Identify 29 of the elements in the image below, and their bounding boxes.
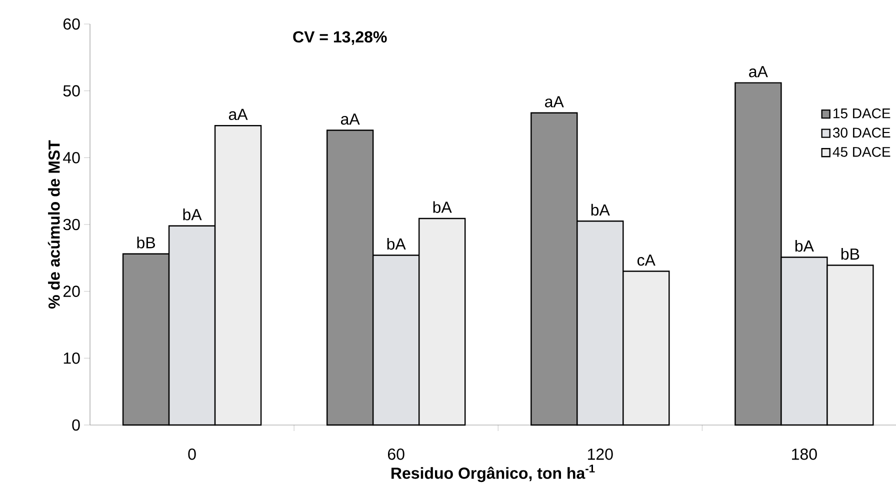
data-label: bA: [591, 204, 610, 216]
data-label: aA: [340, 114, 360, 125]
x-tick-label: 180: [792, 448, 817, 460]
x-tick-label: 0: [188, 448, 196, 460]
data-label: bA: [183, 208, 202, 220]
y-tick-label: 30: [63, 218, 80, 230]
data-label: cA: [637, 254, 656, 266]
data-label: bB: [137, 236, 155, 248]
data-label: bA: [795, 240, 814, 252]
legend-label: 15 DACE: [834, 108, 890, 118]
y-tick-label: 10: [64, 352, 80, 364]
annotation: CV = 13,28%: [293, 31, 387, 45]
data-label: aA: [749, 66, 768, 78]
data-label: bB: [841, 248, 860, 260]
data-label: bA: [387, 238, 406, 250]
legend-label: 45 DACE: [832, 146, 890, 157]
y-tick-label: 60: [63, 18, 80, 30]
x-tick-label: 60: [388, 448, 404, 460]
x-axis-title: Residuo Orgânico, ton ha$^{-1}$: [392, 464, 595, 482]
data-label: aA: [228, 108, 248, 120]
y-tick-label: 50: [63, 85, 80, 97]
legend-label: 30 DACE: [832, 128, 890, 138]
y-axis-title: % de acúmulo de MST: [48, 140, 60, 309]
y-tick-label: 40: [63, 152, 80, 164]
y-tick-label: 20: [63, 286, 80, 297]
data-label: aA: [545, 96, 564, 108]
y-tick-label: 0: [72, 419, 80, 431]
x-tick-label: 120: [588, 448, 613, 460]
data-label: bA: [433, 201, 452, 213]
